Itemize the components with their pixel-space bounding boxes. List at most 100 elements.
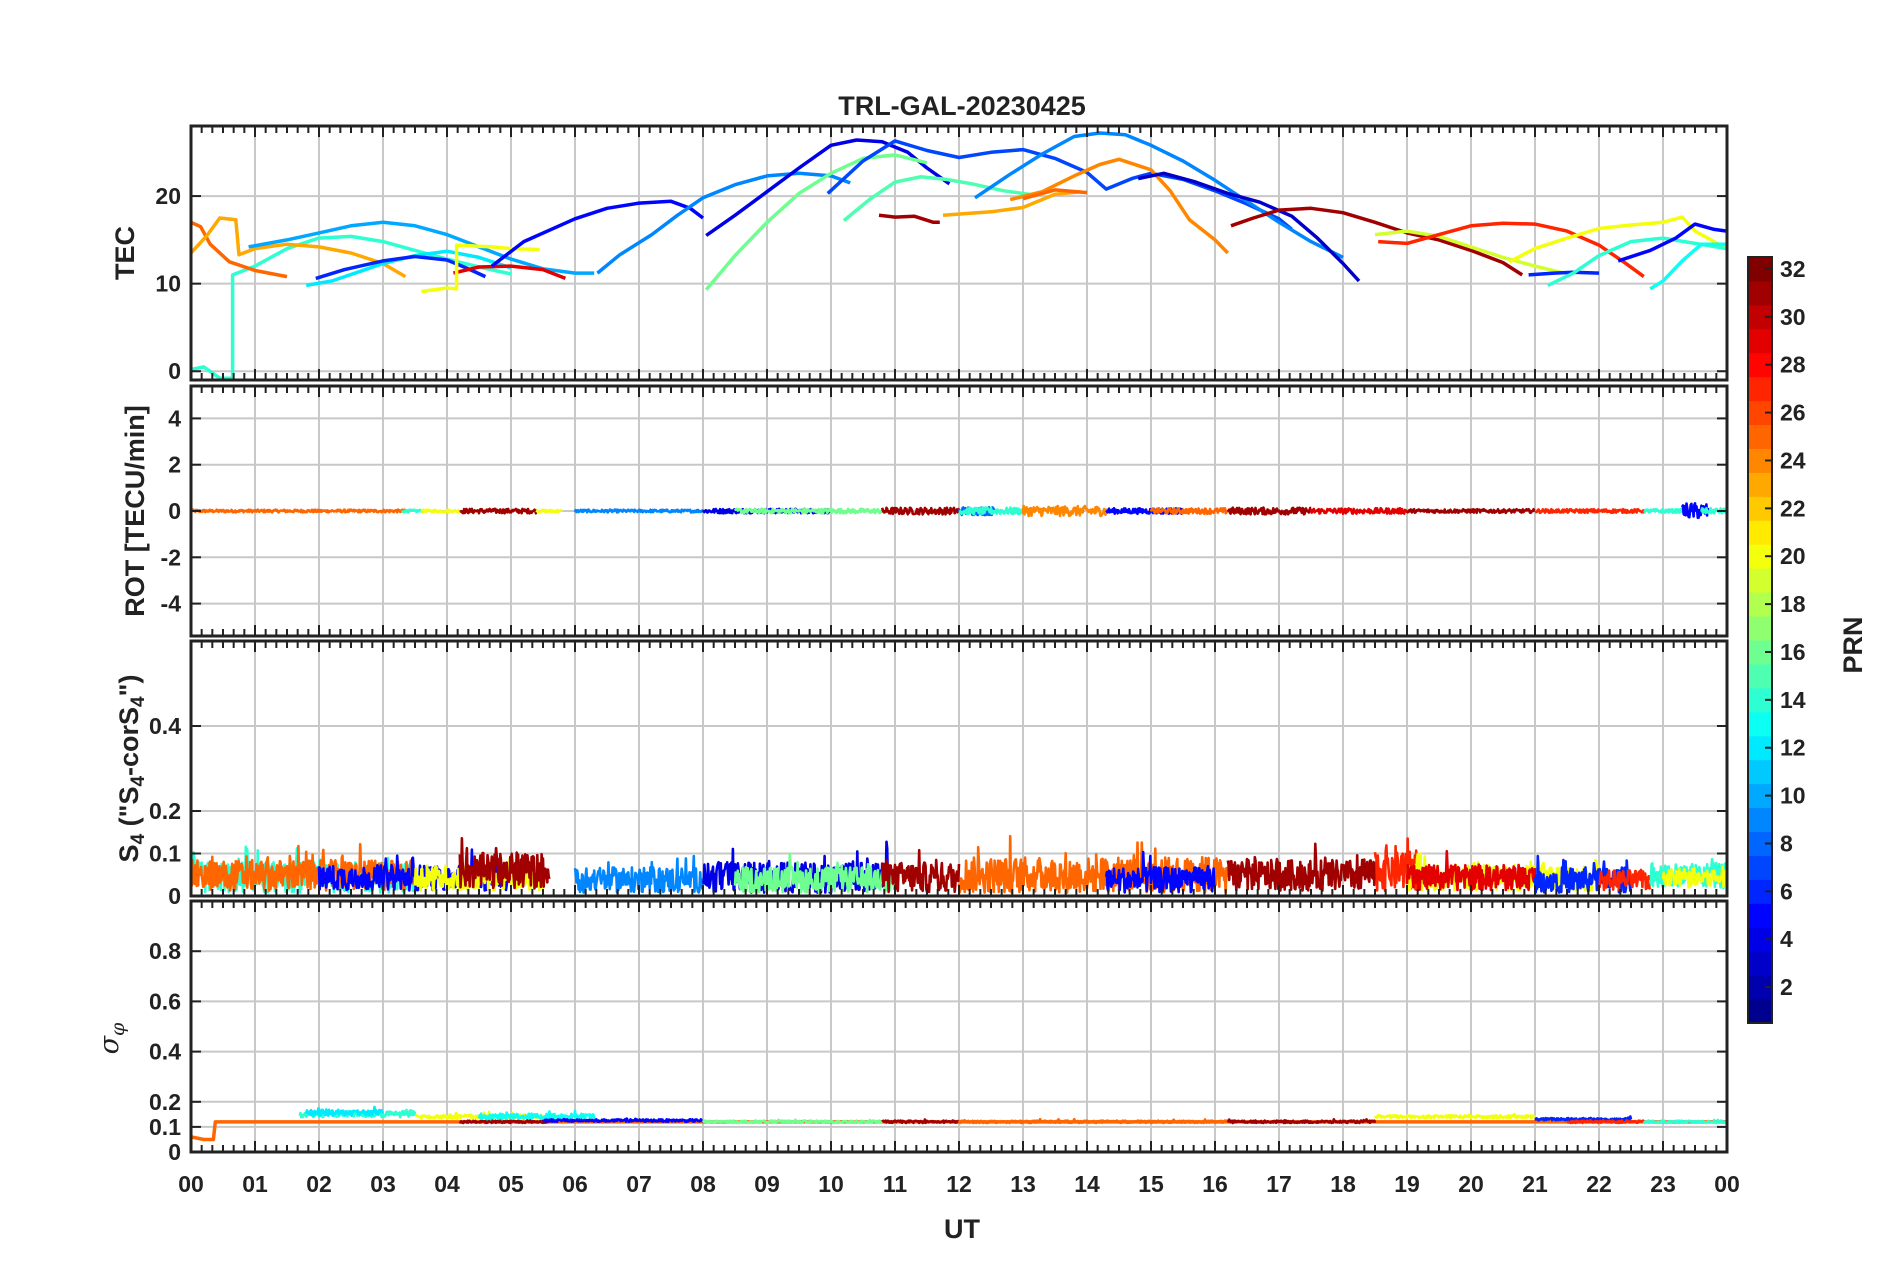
series-prn-25 [1022, 188, 1088, 201]
colorbar-tick-label: 6 [1780, 878, 1793, 904]
colorbar-tick-label: 16 [1780, 639, 1806, 665]
series-prn-14 [1547, 236, 1727, 287]
x-tick-label: 00 [178, 1171, 204, 1197]
series-prn-29 [452, 264, 567, 281]
y-tick-label: -2 [161, 544, 181, 570]
series-prn-19 [1374, 229, 1562, 275]
series-prn-31 [1230, 206, 1524, 277]
trace-prn-25 [957, 1117, 1229, 1125]
y-tick-label: 10 [155, 271, 181, 297]
trace-prn-20 [1373, 1112, 1537, 1120]
trace-prn-27 [1534, 507, 1646, 515]
y-axis-label-part: 4 [128, 776, 149, 787]
colorbar-bin-prn-9 [1748, 807, 1772, 832]
colorbar-bin-prn-15 [1748, 663, 1772, 689]
y-tick-label: 0.2 [149, 798, 181, 824]
x-tick-label: 16 [1202, 1171, 1228, 1197]
trace-prn-24 [1021, 504, 1108, 518]
y-tick-label: 0.2 [149, 1089, 181, 1115]
x-tick-label: 01 [242, 1171, 268, 1197]
trace-prn-9 [573, 854, 704, 894]
x-tick-label: 00 [1714, 1171, 1740, 1197]
y-axis-label: ROT [TECU/min] [120, 405, 150, 616]
trace-prn-31 [880, 506, 961, 516]
x-tick-label: 17 [1266, 1171, 1292, 1197]
series-prn-4 [705, 138, 951, 237]
y-tick-label: 0 [168, 883, 181, 909]
series-prn-27 [1378, 221, 1645, 279]
y-axis-label: σφ [94, 1022, 129, 1054]
trace-prn-16 [701, 1118, 884, 1125]
colorbar-tick-label: 18 [1780, 591, 1806, 617]
colorbar-bin-prn-25 [1748, 424, 1772, 449]
x-tick-label: 18 [1330, 1171, 1356, 1197]
series-prn-5 [490, 199, 705, 268]
y-axis-label: TEC [110, 226, 140, 280]
y-axis-label-part: ("S [114, 787, 144, 834]
y-tick-label: 0.1 [149, 841, 181, 867]
trace-prn-20 [420, 508, 461, 514]
x-tick-label: 09 [754, 1171, 780, 1197]
colorbar-tick-label: 26 [1780, 400, 1806, 426]
panel-s4: 0 0.1 0.2 0.4S4 ("S4-corS4") [114, 639, 1729, 909]
colorbar-tick-label: 22 [1780, 495, 1806, 521]
colorbar-tick-label: 4 [1780, 926, 1793, 952]
colorbar-bin-prn-31 [1748, 280, 1772, 306]
trace-prn-31 [458, 1119, 551, 1125]
y-axis-label-part: 4 [128, 696, 149, 707]
x-tick-label: 12 [946, 1171, 972, 1197]
x-tick-label: 23 [1650, 1171, 1676, 1197]
colorbar-bin-prn-1 [1748, 999, 1772, 1024]
x-tick-label: 21 [1522, 1171, 1548, 1197]
series-prn-5 [1617, 222, 1727, 263]
panel-data [191, 131, 1727, 380]
trace-prn-31 [1405, 507, 1536, 515]
colorbar-bin-prn-11 [1748, 759, 1772, 785]
panel-data [191, 502, 1727, 520]
colorbar-tick-label: 8 [1780, 830, 1793, 856]
x-tick-label: 11 [883, 1171, 908, 1197]
trace-prn-20 [535, 508, 563, 514]
panel-rot: -4 -2 0 2 4 ROT [TECU/min] [120, 384, 1729, 638]
panel-tec: 0 10 20 TEC [110, 124, 1729, 384]
series-prn-15 [842, 175, 1037, 222]
series-prn-9 [596, 171, 851, 275]
x-tick-label: 13 [1010, 1171, 1036, 1197]
x-tick-label: 08 [690, 1171, 716, 1197]
series-prn-3 [1137, 171, 1361, 283]
y-axis-label-part: σ [94, 1034, 125, 1054]
colorbar-frame [1747, 256, 1773, 1024]
colorbar-bin-prn-17 [1748, 616, 1772, 641]
series-prn-7 [826, 139, 1293, 231]
series-prn-13 [1649, 242, 1727, 291]
colorbar-bin-prn-13 [1748, 711, 1772, 737]
x-tick-label: 10 [818, 1171, 844, 1197]
x-axis-label: UT [944, 1214, 980, 1244]
series-prn-16 [704, 153, 928, 291]
colorbar-bin-prn-23 [1748, 472, 1772, 497]
series-prn-9 [974, 131, 1344, 259]
colorbar-tick-label: 30 [1780, 304, 1806, 330]
trace-prn-14 [1643, 507, 1684, 515]
y-tick-label: 0.4 [149, 1039, 181, 1065]
y-tick-label: 0.1 [149, 1114, 181, 1140]
colorbar-tick-label: 2 [1780, 974, 1793, 1000]
y-axis-label-part: 4 [128, 833, 149, 844]
colorbar-bin-prn-3 [1748, 951, 1772, 976]
series-prn-23 [191, 216, 407, 279]
trace-prn-31 [881, 1118, 960, 1125]
trace-prn-12 [304, 1105, 385, 1118]
trace-prn-20 [1661, 864, 1727, 889]
colorbar-bin-prn-21 [1748, 520, 1772, 545]
colorbar-bin-prn-29 [1748, 328, 1772, 354]
y-tick-label: 0.4 [149, 713, 181, 739]
y-axis-label: S4 ("S4-corS4") [114, 675, 149, 863]
y-tick-label: 0 [168, 1139, 181, 1165]
colorbar-label: PRN [1838, 616, 1868, 673]
colorbar-bin-prn-19 [1748, 568, 1772, 593]
trace-prn-9 [573, 508, 705, 514]
y-axis-label-part: S [114, 844, 144, 862]
x-tick-label: 14 [1074, 1171, 1100, 1197]
